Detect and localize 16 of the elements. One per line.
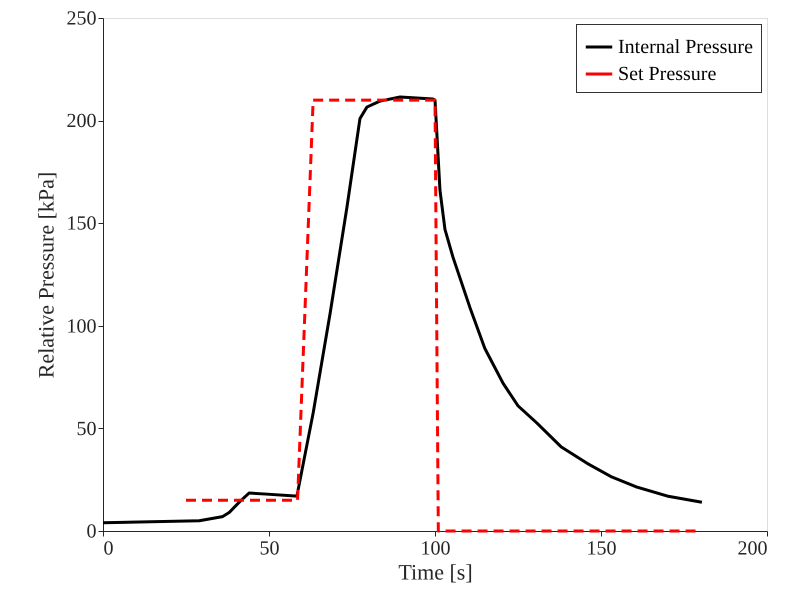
legend-label: Internal Pressure xyxy=(618,36,754,58)
x-tick-label: 100 xyxy=(420,538,450,560)
y-axis-title: Relative Pressure [kPa] xyxy=(34,172,58,378)
x-tick-label: 200 xyxy=(738,538,768,560)
line-series xyxy=(102,96,704,524)
x-tick-label: 150 xyxy=(586,538,616,560)
x-tick-label: 50 xyxy=(260,538,280,560)
y-tick-label: 200 xyxy=(66,110,96,132)
legend-label: Set Pressure xyxy=(618,63,716,85)
y-tick-label: 150 xyxy=(66,212,96,235)
y-tick-label: 100 xyxy=(66,315,96,338)
y-tick-label: 0 xyxy=(86,520,96,542)
y-tick-label: 50 xyxy=(76,418,96,440)
x-tick-label: 0 xyxy=(104,538,114,560)
x-axis-title: Time [s] xyxy=(398,560,473,584)
y-tick-label: 250 xyxy=(66,8,96,30)
